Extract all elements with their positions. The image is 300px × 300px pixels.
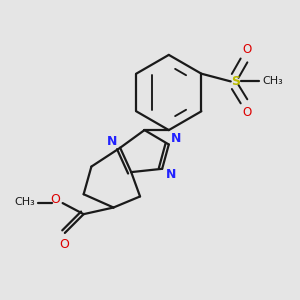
Text: O: O xyxy=(243,106,252,119)
Text: N: N xyxy=(107,135,118,148)
Text: O: O xyxy=(59,238,69,250)
Text: O: O xyxy=(243,43,252,56)
Text: O: O xyxy=(50,193,60,206)
Text: CH₃: CH₃ xyxy=(15,197,35,207)
Text: N: N xyxy=(171,132,182,146)
Text: CH₃: CH₃ xyxy=(262,76,283,86)
Text: S: S xyxy=(231,75,240,88)
Text: N: N xyxy=(166,168,176,181)
